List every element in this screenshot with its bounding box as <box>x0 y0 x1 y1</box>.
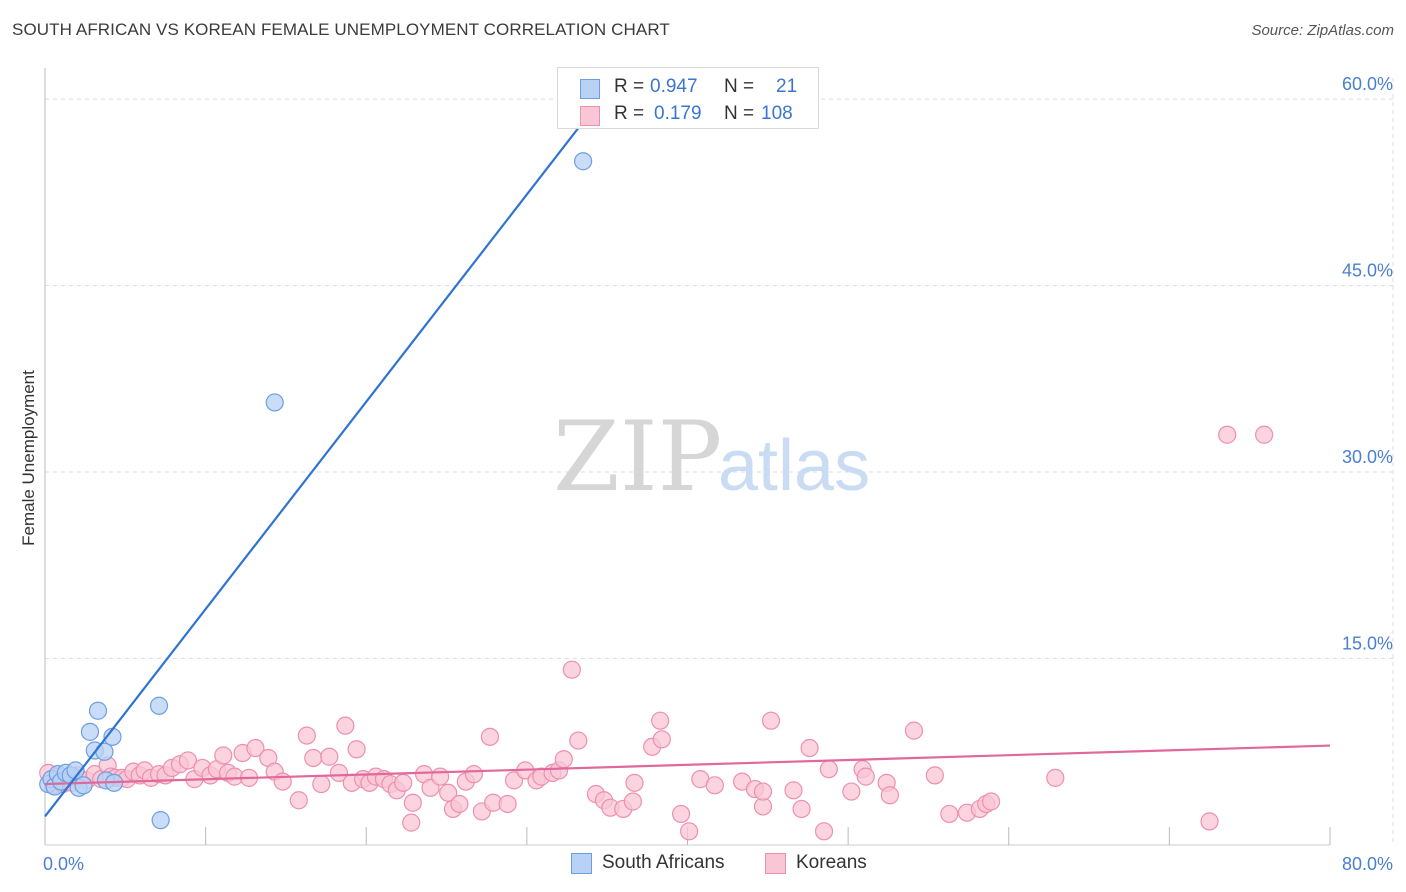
korean-point <box>431 767 450 786</box>
south-africans-legend-swatch <box>571 853 592 874</box>
south-african-point <box>74 776 93 795</box>
watermark-atlas: atlas <box>718 426 870 506</box>
korean-point <box>623 792 642 811</box>
legend-label: South Africans <box>602 852 725 873</box>
korean-point <box>394 773 413 792</box>
korean-point <box>498 794 517 814</box>
korean-point <box>981 792 1001 811</box>
korean-point <box>761 711 781 730</box>
tick-layer: 15.0% 30.0% 45.0% 60.0% 0.0% 80.0% <box>43 74 1393 874</box>
korean-point <box>450 794 469 814</box>
korean-point <box>1200 812 1219 831</box>
x-tick-label: 80.0% <box>1342 854 1393 874</box>
y-tick-label: 60.0% <box>1342 74 1393 94</box>
korean-point <box>680 822 699 841</box>
south-african-point <box>151 811 170 830</box>
korean-point <box>1218 425 1237 444</box>
south-african-point <box>149 696 169 715</box>
korean-point <box>925 766 944 785</box>
n-label: N = <box>724 76 755 97</box>
south-african-point <box>66 761 85 780</box>
korean-point <box>792 799 811 819</box>
korean-point <box>562 660 581 679</box>
korean-point <box>304 748 323 768</box>
chart-source: Source: ZipAtlas.com <box>1251 22 1394 39</box>
korean-point <box>403 793 422 812</box>
korean-point <box>904 721 924 740</box>
korean-point <box>705 776 724 795</box>
x-tick-label: 0.0% <box>43 854 84 874</box>
koreans-swatch <box>580 106 600 126</box>
korean-point <box>651 711 670 730</box>
korean-point <box>347 740 366 759</box>
n-value: 21 <box>776 76 798 97</box>
korean-point <box>402 813 421 832</box>
korean-point <box>554 750 573 769</box>
korean-point <box>214 746 233 765</box>
korean-point <box>178 751 198 770</box>
korean-point <box>273 772 292 791</box>
south-african-trend-line <box>44 110 592 818</box>
y-tick-label: 45.0% <box>1342 261 1393 281</box>
korean-point <box>800 738 819 758</box>
r-label: R = <box>614 76 645 97</box>
korean-point <box>753 782 773 801</box>
korean-point <box>940 804 959 824</box>
r-value: 0.947 <box>650 76 698 97</box>
stats-legend-row-koreans: R = 0.179 N = 108 <box>558 100 818 130</box>
korean-point <box>312 774 331 794</box>
n-label: N = <box>724 103 755 124</box>
korean-point <box>329 763 349 782</box>
stats-legend: R = 0.947 N = 21 R = 0.179 N = 108 <box>557 67 819 129</box>
korean-point <box>856 767 875 786</box>
korean-point <box>784 781 803 800</box>
korean-point <box>880 786 899 805</box>
korean-point <box>569 731 588 750</box>
korean-point <box>814 822 834 841</box>
korean-point <box>842 782 861 801</box>
korean-point <box>480 727 500 746</box>
korean-point <box>464 765 483 784</box>
y-axis-label: Female Unemployment <box>19 370 38 546</box>
south-african-point <box>265 393 284 412</box>
legend-label: Koreans <box>796 852 867 873</box>
korean-point <box>297 726 316 745</box>
korean-point <box>671 804 691 824</box>
koreans-legend-swatch <box>765 853 786 874</box>
y-tick-label: 15.0% <box>1342 634 1393 654</box>
chart-title: SOUTH AFRICAN VS KOREAN FEMALE UNEMPLOYM… <box>12 20 670 39</box>
korean-point <box>246 738 265 758</box>
points-layer <box>39 152 1274 841</box>
stats-legend-row-south-africans: R = 0.947 N = 21 <box>558 73 818 103</box>
r-value: 0.179 <box>654 103 702 124</box>
r-label: R = <box>614 103 645 124</box>
trend-layer <box>44 110 1331 818</box>
korean-point <box>320 747 339 766</box>
series-legend: South Africans Koreans <box>0 852 1406 878</box>
south-african-point <box>80 722 100 741</box>
korean-point <box>1046 768 1065 787</box>
south-african-point <box>88 701 108 720</box>
korean-point <box>625 773 644 792</box>
korean-point <box>336 716 355 735</box>
korean-trend-line <box>44 744 1331 786</box>
korean-point <box>289 791 308 810</box>
watermark-zip: ZIP <box>553 401 722 513</box>
korean-point <box>652 730 671 749</box>
y-tick-label: 30.0% <box>1342 447 1393 467</box>
south-africans-swatch <box>580 79 600 99</box>
n-value: 108 <box>761 103 793 124</box>
korean-point <box>1255 425 1274 444</box>
korean-point <box>819 760 838 779</box>
south-african-point <box>573 152 593 171</box>
